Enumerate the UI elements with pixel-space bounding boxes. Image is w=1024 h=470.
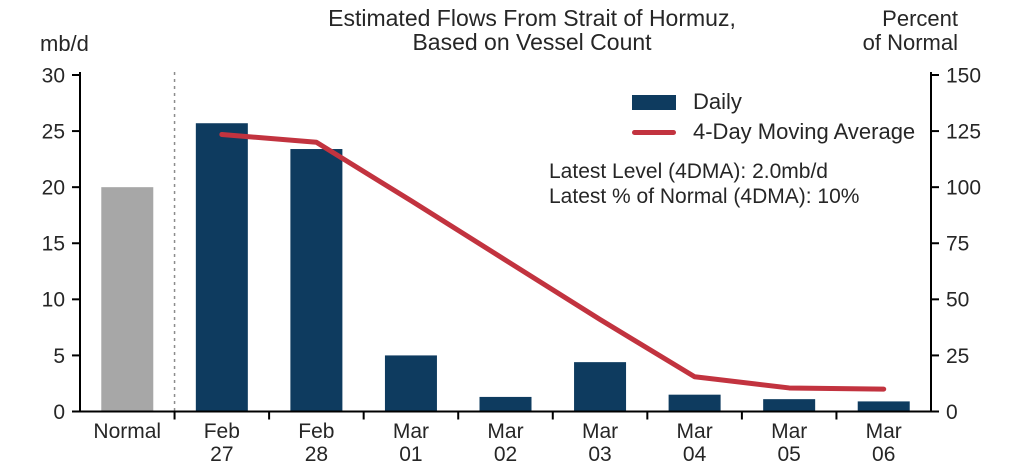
left-axis-unit-label: mb/d: [40, 31, 89, 56]
legend: Daily 4-Day Moving Average: [632, 87, 915, 147]
bar-mar-05: [763, 399, 816, 412]
left-axis-tick-label: 10: [42, 289, 65, 312]
x-axis-label-feb-27: Feb 27: [204, 420, 240, 466]
chart-title: Estimated Flows From Strait of Hormuz, B…: [252, 6, 812, 54]
bar-mar-01: [384, 355, 437, 412]
right-axis-tick-label: 25: [946, 345, 969, 368]
left-axis-tick-label: 0: [53, 401, 65, 424]
bar-normal: [101, 187, 154, 412]
latest-level-text: Latest Level (4DMA): 2.0mb/d: [549, 160, 828, 183]
left-axis-tick-label: 20: [42, 177, 65, 200]
right-axis-tick-label: 150: [946, 64, 981, 87]
bar-mar-03: [574, 362, 627, 412]
moving-average-line: [219, 131, 887, 392]
legend-moving-average-line-swatch: [632, 129, 676, 135]
latest-percent-of-normal-text: Latest % of Normal (4DMA): 10%: [549, 185, 860, 208]
right-axis-unit-line2: of Normal: [862, 30, 958, 55]
bar-mar-04: [668, 394, 721, 412]
right-axis-unit-label: Percent of Normal: [820, 7, 958, 55]
x-axis-label-mar-01: Mar 01: [393, 420, 429, 466]
bar-feb-27: [195, 123, 248, 412]
legend-daily-label: Daily: [693, 89, 742, 114]
left-axis-tick-label: 5: [53, 345, 65, 368]
x-axis-label-mar-05: Mar 05: [771, 420, 807, 466]
x-axis-label-feb-28: Feb 28: [298, 420, 334, 466]
x-axis-label-mar-06: Mar 06: [866, 420, 902, 466]
left-axis-tick-label: 25: [42, 120, 65, 143]
left-axis-tick-label: 15: [42, 233, 65, 256]
legend-moving-average-label: 4-Day Moving Average: [693, 119, 916, 144]
x-axis-label-mar-04: Mar 04: [677, 420, 713, 466]
right-axis-tick-label: 0: [946, 401, 958, 424]
x-axis-label-mar-02: Mar 02: [487, 420, 523, 466]
legend-daily-bar-swatch: [632, 94, 676, 110]
bar-mar-02: [479, 396, 532, 412]
latest-stats-annotation: Latest Level (4DMA): 2.0mb/d Latest % of…: [549, 159, 859, 209]
chart-title-line1: Estimated Flows From Strait of Hormuz,: [328, 5, 736, 31]
left-axis-tick-label: 30: [42, 64, 65, 87]
bar-feb-28: [290, 149, 343, 412]
x-axis-label-normal: Normal: [93, 420, 161, 443]
x-axis-label-mar-03: Mar 03: [582, 420, 618, 466]
legend-row-daily: Daily: [632, 87, 915, 117]
legend-row-moving-average: 4-Day Moving Average: [632, 117, 915, 147]
right-axis-tick-label: 50: [946, 289, 969, 312]
bar-mar-06: [857, 401, 910, 412]
right-axis-tick-label: 125: [946, 120, 981, 143]
right-axis-tick-label: 75: [946, 233, 969, 256]
right-axis-tick-label: 100: [946, 177, 981, 200]
chart-title-line2: Based on Vessel Count: [412, 29, 652, 55]
right-axis-unit-line1: Percent: [882, 6, 958, 31]
